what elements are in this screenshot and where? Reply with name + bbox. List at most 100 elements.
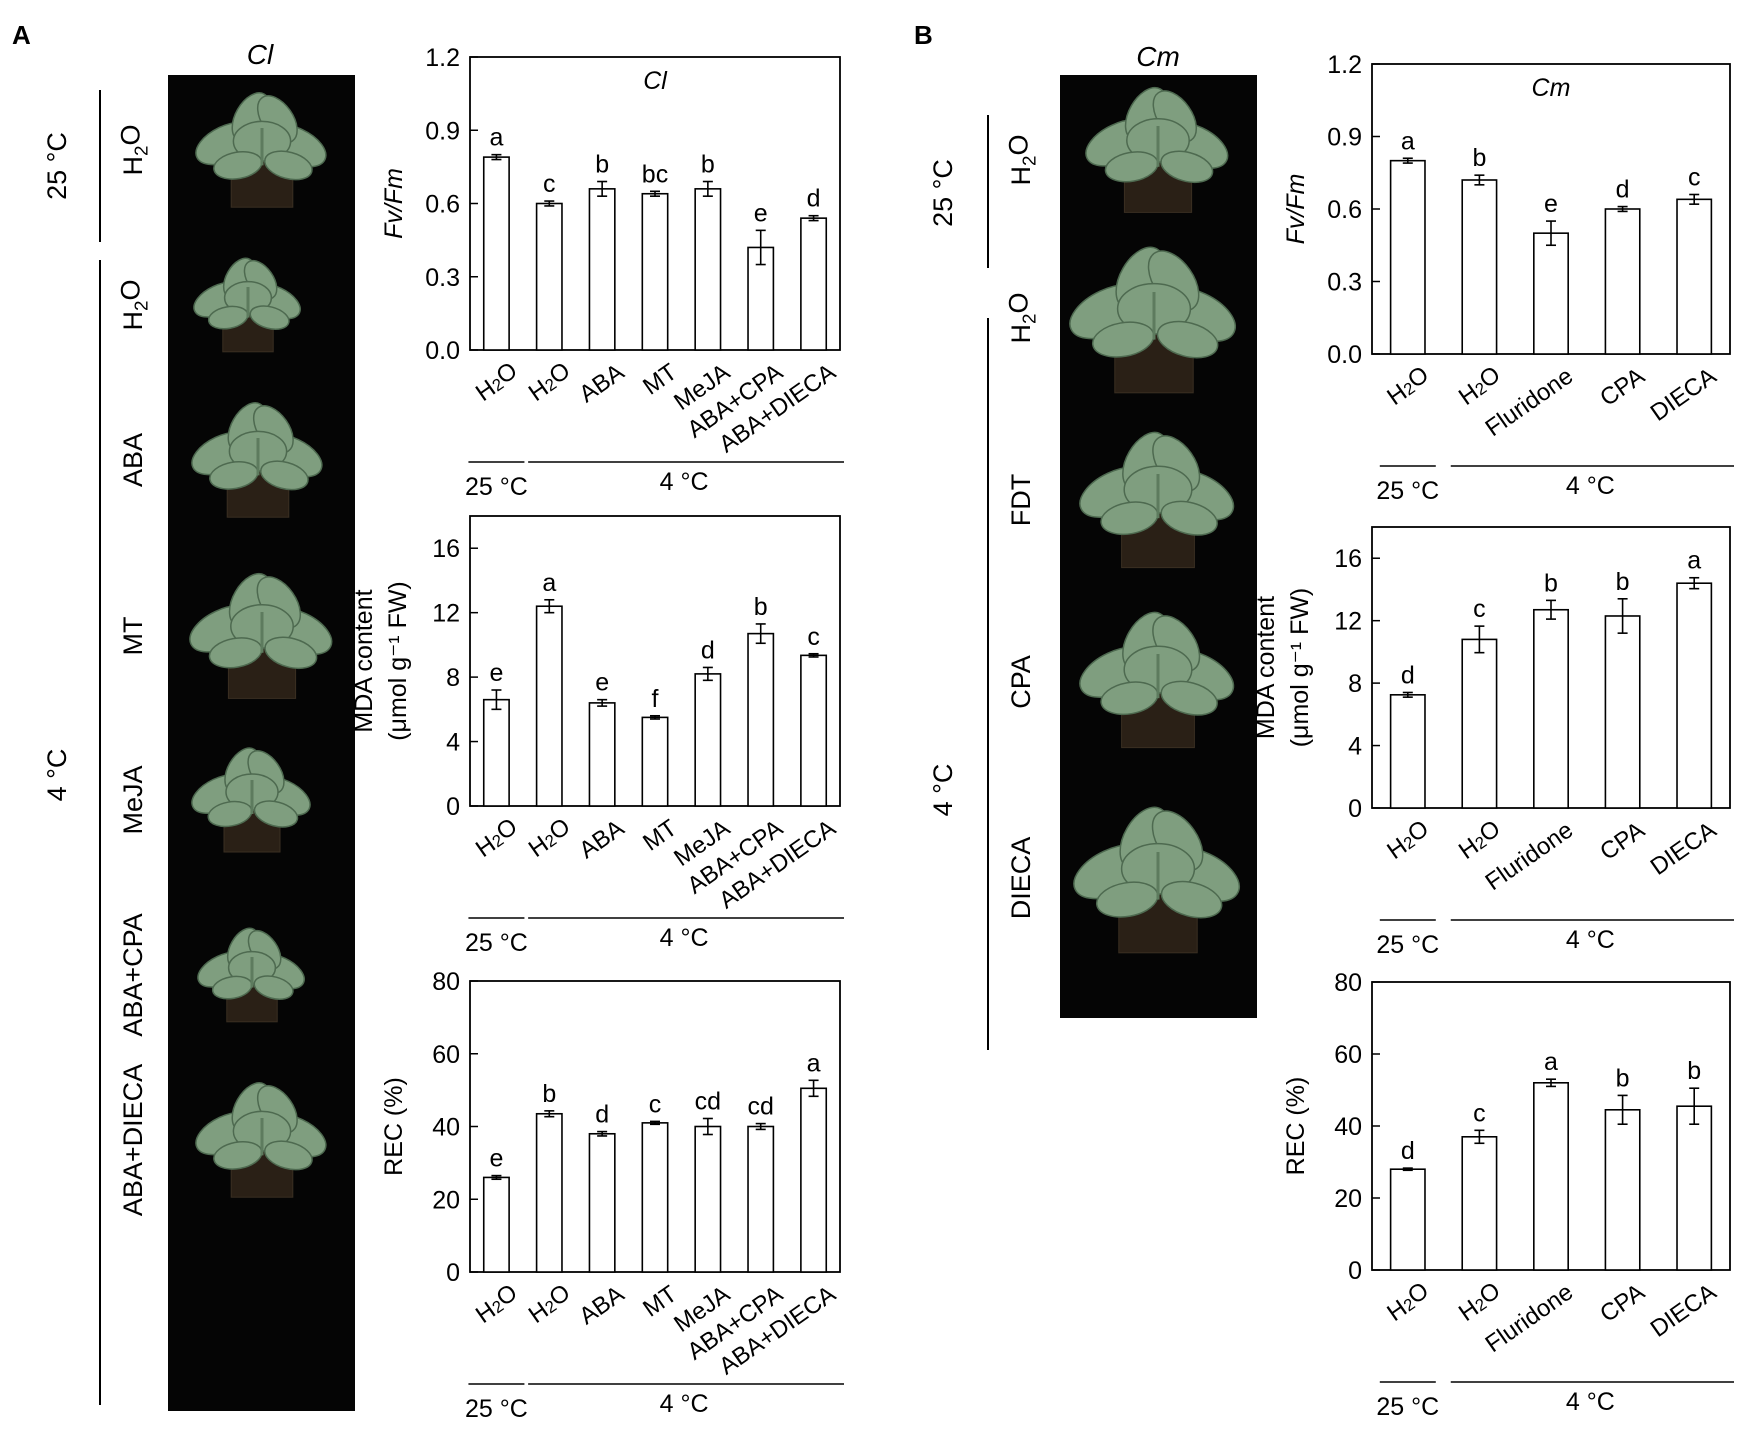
x-tick-label: H2O [1453,1277,1507,1327]
x-tick-label: ABA [574,359,629,409]
bar [482,698,510,807]
significance-letter: b [1687,1057,1701,1085]
significance-letter: c [1688,164,1701,192]
group-label-4: 4 °C [660,924,709,952]
plant-photo-a-0 [195,92,327,208]
x-tick-label: ABA [574,815,629,865]
photo-strip-b [1060,75,1257,1018]
y-tick-label: 16 [1334,545,1362,573]
y-tick-label: 0.9 [1327,124,1362,152]
x-tick-label: CPA [1595,363,1649,412]
bar [800,1087,828,1273]
bar [482,156,510,351]
significance-letter: c [649,1090,662,1118]
y-tick-label: 0.3 [1327,269,1362,297]
plant-photo-a-1 [193,257,301,353]
significance-letter: b [1616,1064,1630,1092]
bar [1389,159,1426,355]
y-tick-label: 12 [1334,608,1362,636]
bar [800,217,828,351]
photo-row-label-b-2: FDT [1006,474,1036,526]
y-axis-label: REC (%) [380,1077,408,1176]
y-tick-label: 0 [1348,795,1362,823]
significance-letter: e [489,659,503,687]
y-tick-label: 0.0 [425,337,460,365]
plant-photo-b-3 [1079,611,1235,749]
temp-label-a-4: 4 °C [42,749,72,802]
plant-photo-a-3 [189,572,333,699]
panel-letter-b: B [914,20,933,50]
bar [694,1125,722,1273]
x-tick-label: H2O [470,813,524,863]
photo-row-label-b-4: DIECA [1006,837,1036,920]
significance-letter: f [652,685,659,713]
y-axis-label: Fv/Fm [380,168,408,239]
y-tick-label: 0 [446,1259,460,1287]
y-tick-label: 0.6 [425,191,460,219]
significance-letter: a [807,1049,821,1077]
significance-letter: d [1616,176,1630,204]
x-tick-label: ABA [574,1281,629,1331]
x-tick-label: DIECA [1646,1279,1722,1343]
y-tick-label: 4 [446,729,460,757]
y-tick-label: 12 [432,600,460,628]
y-tick-label: 40 [1334,1113,1362,1141]
y-axis-label: Fv/Fm [1282,174,1310,245]
y-tick-label: 1.2 [1327,51,1362,79]
bar [1676,198,1713,355]
photo-title-b: Cm [1136,41,1180,72]
bar [800,654,828,807]
plant-photo-b-0 [1085,86,1229,213]
bar [1389,1168,1426,1271]
group-label-4: 4 °C [660,468,709,496]
temp-label-b-4: 4 °C [928,764,958,817]
bar [1604,208,1641,355]
group-label-4: 4 °C [1566,1388,1615,1416]
y-axis-label: (μmol g⁻¹ FW) [384,581,412,741]
significance-letter: a [1544,1048,1558,1076]
bar [747,632,775,807]
x-tick-label: CPA [1595,817,1649,866]
y-axis-label: MDA content [1252,596,1280,739]
bar [588,702,616,807]
y-tick-label: 8 [1348,670,1362,698]
temp-label-a-25: 25 °C [42,132,72,200]
bar [1389,694,1426,809]
significance-letter: e [489,1145,503,1173]
y-tick-label: 4 [1348,733,1362,761]
bar [1461,179,1498,355]
group-label-25: 25 °C [465,473,528,501]
y-tick-label: 20 [432,1186,460,1214]
significance-letter: a [1687,547,1701,575]
y-tick-label: 0.3 [425,264,460,292]
group-label-25: 25 °C [1376,477,1439,505]
photo-row-label-a-0: H2O [116,124,153,175]
bar [535,1112,563,1273]
photo-row-label-a-1: H2O [116,279,153,330]
bar [1676,1105,1713,1271]
y-tick-label: 0 [1348,1257,1362,1285]
y-tick-label: 20 [1334,1185,1362,1213]
significance-letter: cd [695,1087,721,1115]
bar-chart-b1: 0.00.30.60.91.2CmFv/FmaH2ObH2OeFluridone… [1282,51,1734,505]
significance-letter: cd [748,1093,774,1121]
y-tick-label: 40 [432,1114,460,1142]
x-tick-label: H2O [470,1279,524,1329]
y-tick-label: 60 [432,1041,460,1069]
significance-letter: b [542,1080,556,1108]
photo-title-a: Cl [247,39,274,70]
bar [641,192,669,351]
significance-letter: a [542,569,556,597]
bar [482,1176,510,1273]
group-label-25: 25 °C [1376,1393,1439,1421]
photo-row-label-a-5: ABA+CPA [118,913,148,1036]
group-label-25: 25 °C [465,929,528,957]
photo-row-label-a-6: ABA+DIECA [118,1064,148,1216]
y-tick-label: 16 [432,535,460,563]
significance-letter: c [807,623,820,651]
significance-letter: c [1473,1099,1486,1127]
significance-letter: e [595,669,609,697]
significance-letter: b [1544,569,1558,597]
significance-letter: e [754,199,768,227]
